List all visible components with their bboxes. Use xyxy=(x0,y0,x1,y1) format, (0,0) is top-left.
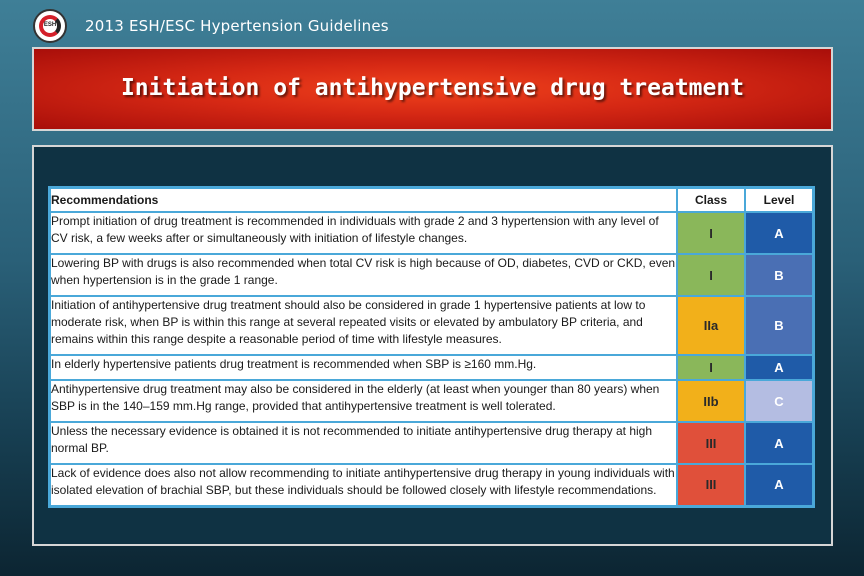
class-cell: I xyxy=(676,211,746,255)
level-cell: A xyxy=(744,211,815,255)
logo-ring-icon xyxy=(39,15,61,37)
table-row: Lowering BP with drugs is also recommend… xyxy=(48,253,815,297)
recommendation-cell: Prompt initiation of drug treatment is r… xyxy=(48,211,678,255)
recommendation-cell: Lowering BP with drugs is also recommend… xyxy=(48,253,678,297)
recommendation-cell: In elderly hypertensive patients drug tr… xyxy=(48,354,678,381)
logo-text: ESH xyxy=(43,22,57,28)
table-row: Prompt initiation of drug treatment is r… xyxy=(48,211,815,255)
level-cell: B xyxy=(744,295,815,356)
table-row: Unless the necessary evidence is obtaine… xyxy=(48,421,815,465)
class-cell: I xyxy=(676,354,746,381)
class-cell: III xyxy=(676,421,746,465)
level-cell: C xyxy=(744,379,815,423)
table-row: Initiation of antihypertensive drug trea… xyxy=(48,295,815,356)
column-header-class: Class xyxy=(676,186,746,213)
header-title: 2013 ESH/ESC Hypertension Guidelines xyxy=(85,17,389,35)
recommendation-cell: Lack of evidence does also not allow rec… xyxy=(48,463,678,507)
table-row: In elderly hypertensive patients drug tr… xyxy=(48,354,815,381)
recommendation-cell: Unless the necessary evidence is obtaine… xyxy=(48,421,678,465)
table-row: Lack of evidence does also not allow rec… xyxy=(48,463,815,507)
table-row: Antihypertensive drug treatment may also… xyxy=(48,379,815,423)
title-banner: Initiation of antihypertensive drug trea… xyxy=(32,47,833,131)
level-cell: A xyxy=(744,463,815,507)
column-header-recommendations: Recommendations xyxy=(48,186,678,213)
slide-title: Initiation of antihypertensive drug trea… xyxy=(120,75,745,101)
level-cell: A xyxy=(744,354,815,381)
table-header-row: Recommendations Class Level xyxy=(48,186,815,213)
recommendation-cell: Initiation of antihypertensive drug trea… xyxy=(48,295,678,356)
recommendations-table: Recommendations Class Level Prompt initi… xyxy=(48,186,815,508)
column-header-level: Level xyxy=(744,186,815,213)
esh-logo: ESH xyxy=(33,9,67,43)
class-cell: I xyxy=(676,253,746,297)
class-cell: IIb xyxy=(676,379,746,423)
level-cell: A xyxy=(744,421,815,465)
class-cell: IIa xyxy=(676,295,746,356)
class-cell: III xyxy=(676,463,746,507)
recommendation-cell: Antihypertensive drug treatment may also… xyxy=(48,379,678,423)
level-cell: B xyxy=(744,253,815,297)
